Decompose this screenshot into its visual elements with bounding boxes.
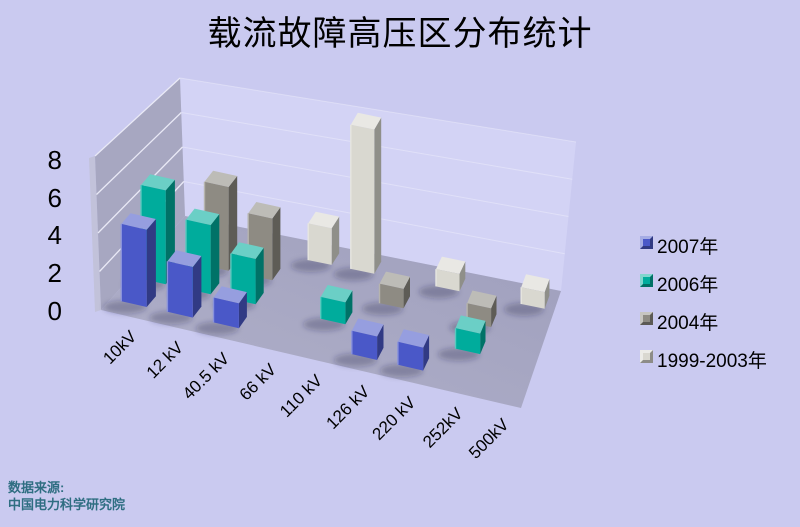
bar-2007年-12 kV [149,250,202,325]
chart-title: 载流故障高压区分布统计 [207,14,593,54]
bar-2007年-126 kV [333,318,384,367]
legend-label: 2004年 [657,312,719,334]
legend-swatch [640,311,653,325]
bars [103,112,550,378]
legend-label: 2007年 [657,236,719,258]
bar-2007年-220 kV [379,329,430,378]
source-line-1: 数据来源: [8,480,65,495]
legend-label: 2006年 [657,274,719,296]
legend-swatch [640,349,653,363]
bar-1999-2003年-500kV [504,274,550,316]
bar-2006年-252kV [437,315,486,361]
y-axis-tick-label: 0 [47,296,62,326]
bar-1999-2003年-110 kV [333,112,382,281]
legend: 2007年 2006年 2004年 1999-2003年 [640,226,767,378]
bar-2007年-40.5 kV [195,286,247,335]
legend-item-2007年: 2007年 [640,226,767,264]
legend-label: 1999-2003年 [657,350,767,372]
legend-item-2004年: 2004年 [640,302,767,340]
y-axis-tick-label: 6 [47,182,62,213]
source-note: 数据来源: 中国电力科学研究院 [8,479,125,513]
bar-1999-2003年-220 kV [418,256,466,299]
y-axis-tick-label: 8 [47,144,62,175]
bar-1999-2003年-66 kV [291,211,340,273]
source-line-2: 中国电力科学研究院 [8,497,126,512]
bar-2007年-10kV [103,213,156,314]
y-axis-tick-label: 2 [47,258,62,289]
bar-2004年-126 kV [362,271,410,316]
legend-swatch [640,273,653,287]
legend-swatch [640,235,653,249]
y-axis-tick-label: 4 [47,220,62,251]
legend-item-2006年: 2006年 [640,264,767,302]
bar-2006年-110 kV [303,285,353,331]
legend-item-1999-2003年: 1999-2003年 [640,340,767,378]
